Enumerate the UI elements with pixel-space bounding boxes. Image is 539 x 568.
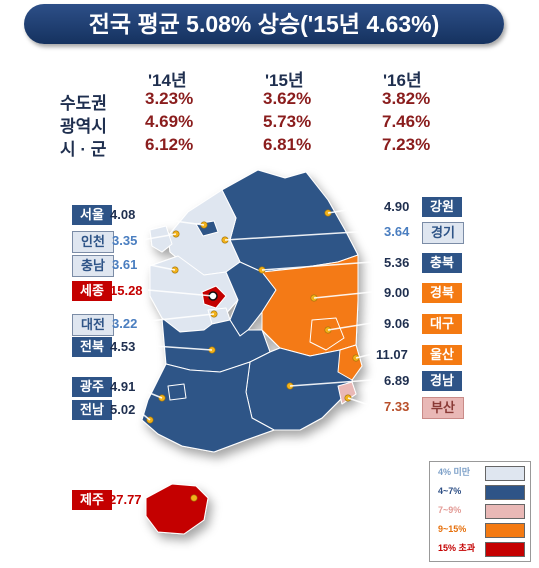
region-value: 4.53 (110, 339, 136, 354)
leader-line (327, 205, 373, 214)
region-busan (337, 381, 357, 405)
leader-line (134, 407, 151, 421)
region-name: 경남 (422, 371, 462, 391)
legend-swatch (485, 523, 525, 538)
legend-label: 9~15% (438, 524, 467, 534)
legend-swatch (485, 466, 525, 481)
region-value: 3.61 (112, 257, 138, 272)
legend-item: 15% 초과 (430, 539, 530, 558)
map-legend: 4% 미만 4~7% 7~9% 9~15% 15% 초과 (429, 461, 531, 562)
title-text: 전국 평균 5.08% 상승('15년 4.63%) (88, 11, 440, 37)
row-label: 수도권 (60, 94, 107, 113)
region-name: 강원 (422, 197, 462, 217)
region-name: 세종 (72, 281, 112, 301)
region-value: 4.90 (384, 199, 410, 214)
legend-swatch (485, 542, 525, 557)
region-daegu (309, 317, 345, 351)
leader-line (355, 353, 373, 359)
region-ulsan (337, 344, 363, 381)
table-cell: 7.46% (382, 112, 431, 131)
leader-line (261, 261, 373, 271)
table-cell: 4.69% (145, 112, 194, 131)
legend-swatch (485, 504, 525, 519)
region-name: 부산 (422, 397, 464, 419)
region-jeju (145, 483, 209, 535)
leader-line (327, 322, 373, 331)
year-header: '16년 (383, 71, 422, 90)
row-label: 광역시 (60, 117, 107, 136)
region-jeonnam (141, 361, 275, 453)
leader-line (129, 214, 205, 226)
legend-swatch (485, 485, 525, 500)
legend-item: 9~15% (430, 520, 530, 539)
table-row: 수도권 3.23% 3.62% 3.82% (60, 89, 480, 113)
row-label: 시 · 군 (60, 140, 107, 159)
leader-line (347, 397, 373, 407)
leader-line (139, 344, 213, 351)
leader-line (141, 233, 177, 241)
region-value: 11.07 (376, 347, 408, 362)
region-name: 경북 (422, 283, 462, 303)
region-name: 충남 (72, 255, 114, 277)
table-cell: 6.12% (145, 135, 194, 154)
year-header: '15년 (265, 71, 304, 90)
region-value: 5.36 (384, 255, 410, 270)
region-value: 3.22 (112, 316, 138, 331)
region-name: 광주 (72, 377, 112, 397)
region-value: 9.06 (384, 316, 410, 331)
leader-line (313, 291, 373, 299)
table-header-row: '14년 '15년 '16년 (60, 66, 480, 90)
title-banner: 전국 평균 5.08% 상승('15년 4.63%) (24, 4, 504, 44)
legend-label: 7~9% (438, 505, 462, 515)
region-name: 울산 (422, 345, 462, 365)
table-cell: 3.23% (145, 89, 194, 108)
region-value: 6.89 (384, 373, 410, 388)
year-header: '14년 (148, 71, 187, 90)
region-value: 4.91 (110, 379, 136, 394)
region-name: 인천 (72, 231, 114, 253)
region-name: 제주 (72, 490, 112, 510)
leader-line (129, 384, 163, 399)
table-cell: 3.82% (382, 89, 431, 108)
leader-line (139, 313, 215, 323)
map-pin (190, 494, 198, 502)
table-cell: 6.81% (263, 135, 312, 154)
region-name: 충북 (422, 253, 462, 273)
table-row: 시 · 군 6.12% 6.81% 7.23% (60, 135, 480, 159)
region-name: 경기 (422, 222, 464, 244)
leader-line (147, 289, 214, 297)
leader-line (139, 262, 176, 271)
region-value: 3.35 (112, 233, 138, 248)
region-value: 7.33 (384, 399, 410, 414)
region-name: 대구 (422, 314, 462, 334)
region-name: 전북 (72, 337, 112, 357)
legend-label: 4% 미만 (438, 467, 471, 477)
legend-label: 4~7% (438, 486, 462, 496)
region-incheon (149, 225, 173, 253)
region-value: 15.28 (110, 283, 143, 298)
region-name: 서울 (72, 205, 112, 225)
region-value: 3.64 (384, 224, 410, 239)
legend-label: 15% 초과 (438, 543, 476, 553)
legend-item: 4% 미만 (430, 463, 530, 482)
legend-item: 4~7% (430, 482, 530, 501)
region-gwangju (167, 383, 187, 401)
region-value: 5.02 (110, 402, 136, 417)
region-value: 4.08 (110, 207, 136, 222)
leader-line (224, 230, 373, 241)
legend-item: 7~9% (430, 501, 530, 520)
table-row: 광역시 4.69% 5.73% 7.46% (60, 112, 480, 136)
region-chungbuk (225, 261, 277, 337)
region-gangwon (221, 169, 359, 273)
region-name: 전남 (72, 400, 112, 420)
table-cell: 5.73% (263, 112, 312, 131)
region-value: 9.00 (384, 285, 410, 300)
table-cell: 7.23% (382, 135, 431, 154)
region-name: 대전 (72, 314, 114, 336)
region-value: 27.77 (109, 492, 142, 507)
table-cell: 3.62% (263, 89, 312, 108)
leader-line (289, 379, 373, 387)
